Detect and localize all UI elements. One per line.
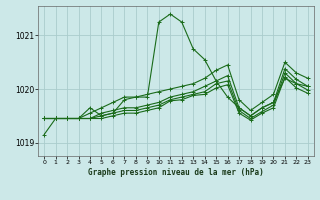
X-axis label: Graphe pression niveau de la mer (hPa): Graphe pression niveau de la mer (hPa) <box>88 168 264 177</box>
